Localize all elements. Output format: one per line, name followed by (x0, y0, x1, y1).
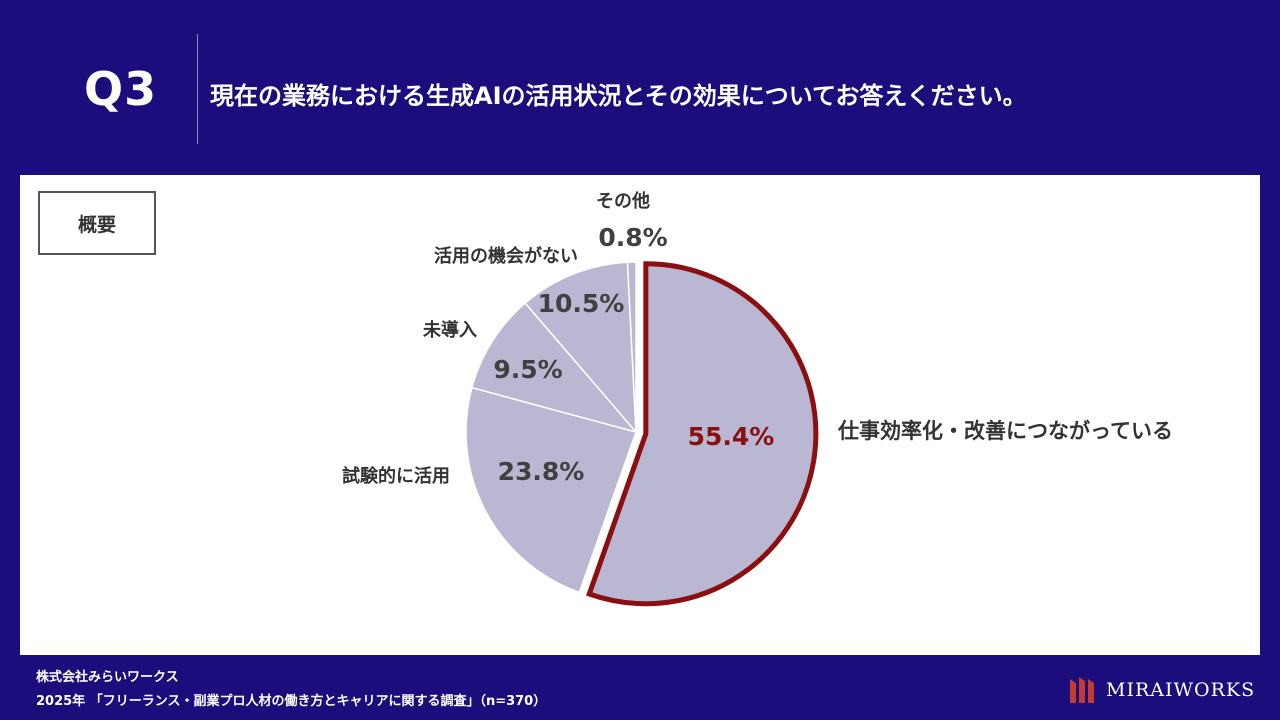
pie-value-label: 10.5% (538, 289, 625, 318)
pie-value-label: 23.8% (498, 457, 585, 486)
pie-slice (470, 302, 639, 434)
pie-category-label: 活用の機会がない (434, 245, 578, 267)
logo-text: MIRAIWORKS (1106, 679, 1256, 701)
summary-label: 概要 (38, 191, 156, 255)
pie-value-label: 55.4% (688, 422, 775, 451)
pie-value-label: 0.8% (598, 223, 667, 252)
pie-slice (524, 261, 637, 435)
pie-slice (465, 386, 637, 594)
pie-slice (626, 261, 637, 433)
pie-category-label: 未導入 (423, 319, 477, 341)
pie-slice-highlighted (586, 261, 819, 607)
pie-category-label: 試験的に活用 (342, 465, 450, 487)
miraiworks-logo: MIRAIWORKS (1068, 673, 1255, 707)
footer-survey: 2025年 「フリーランス・副業プロ人材の働き方とキャリアに関する調査」（n=3… (36, 694, 547, 709)
footer-company: 株式会社みらいワークス (36, 670, 179, 685)
pie-value-label: 9.5% (493, 355, 562, 384)
question-title: 現在の業務における生成AIの活用状況とその効果についてお答えください。 (210, 82, 1027, 110)
question-number: Q3 (84, 62, 158, 116)
miraiworks-logo-icon (1070, 677, 1094, 703)
pie-category-label: 仕事効率化・改善につながっている (837, 419, 1173, 443)
pie-category-label: その他 (596, 190, 650, 212)
title-divider (197, 34, 198, 144)
